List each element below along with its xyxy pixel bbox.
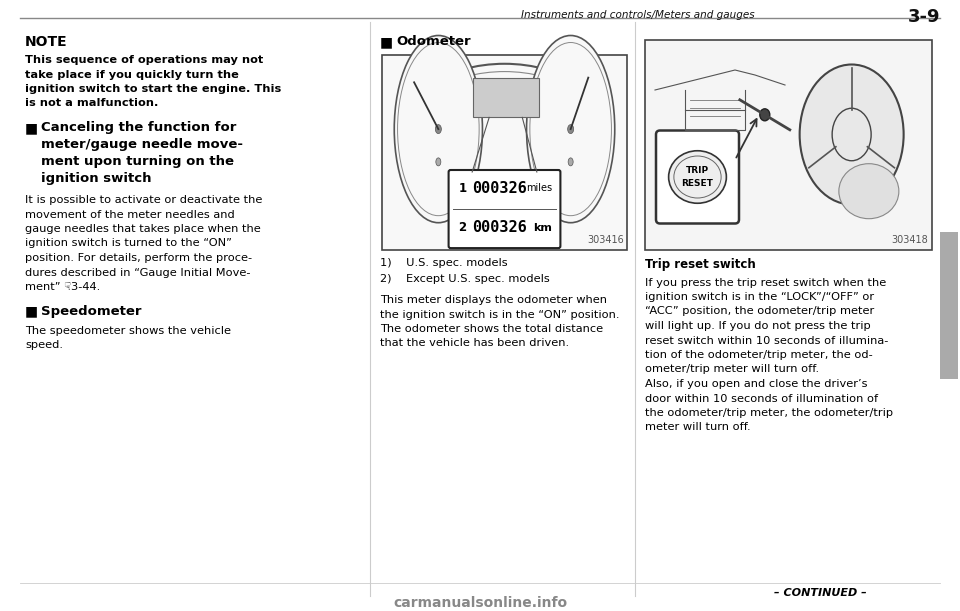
FancyBboxPatch shape	[656, 131, 739, 224]
Text: NOTE: NOTE	[25, 35, 67, 49]
Text: ignition switch is turned to the “ON”: ignition switch is turned to the “ON”	[25, 238, 232, 249]
Ellipse shape	[404, 71, 605, 202]
Text: 2)    Except U.S. spec. models: 2) Except U.S. spec. models	[380, 274, 550, 285]
Text: dures described in “Gauge Initial Move-: dures described in “Gauge Initial Move-	[25, 268, 251, 277]
Text: take place if you quickly turn the: take place if you quickly turn the	[25, 70, 239, 79]
FancyArrowPatch shape	[736, 119, 756, 158]
Text: ■: ■	[25, 121, 38, 135]
Text: movement of the meter needles and: movement of the meter needles and	[25, 210, 235, 219]
Text: ignition switch is in the “LOCK”/“OFF” or: ignition switch is in the “LOCK”/“OFF” o…	[645, 292, 875, 302]
Text: ment upon turning on the: ment upon turning on the	[41, 155, 234, 168]
Text: RESET: RESET	[682, 179, 713, 188]
Ellipse shape	[800, 65, 903, 205]
Text: position. For details, perform the proce-: position. For details, perform the proce…	[25, 253, 252, 263]
Text: Odometer: Odometer	[396, 35, 470, 48]
Ellipse shape	[526, 35, 614, 222]
Text: the ignition switch is in the “ON” position.: the ignition switch is in the “ON” posit…	[380, 310, 619, 320]
Text: ignition switch: ignition switch	[41, 172, 152, 185]
Ellipse shape	[759, 109, 770, 121]
Text: TRIP: TRIP	[686, 166, 709, 175]
Text: speed.: speed.	[25, 340, 63, 350]
Text: ment” ☟3-44.: ment” ☟3-44.	[25, 282, 100, 292]
Text: Also, if you open and close the driver’s: Also, if you open and close the driver’s	[645, 379, 868, 389]
Bar	[382, 55, 627, 250]
Text: Canceling the function for: Canceling the function for	[41, 121, 236, 134]
Text: ometer/trip meter will turn off.: ometer/trip meter will turn off.	[645, 365, 819, 375]
Ellipse shape	[436, 158, 441, 166]
Text: km: km	[534, 222, 552, 233]
Text: 303416: 303416	[588, 235, 624, 245]
Text: ignition switch to start the engine. This: ignition switch to start the engine. Thi…	[25, 84, 281, 94]
Text: 1)    U.S. spec. models: 1) U.S. spec. models	[380, 258, 508, 268]
Text: Trip reset switch: Trip reset switch	[645, 258, 756, 271]
Text: 303418: 303418	[891, 235, 928, 245]
Ellipse shape	[567, 125, 574, 134]
Text: The speedometer shows the vehicle: The speedometer shows the vehicle	[25, 326, 231, 335]
Text: reset switch within 10 seconds of illumina-: reset switch within 10 seconds of illumi…	[645, 335, 888, 345]
Text: door within 10 seconds of illumination of: door within 10 seconds of illumination o…	[645, 393, 878, 403]
Text: tion of the odometer/trip meter, the od-: tion of the odometer/trip meter, the od-	[645, 350, 873, 360]
Text: 1: 1	[459, 182, 467, 195]
Text: 2: 2	[459, 221, 467, 234]
FancyBboxPatch shape	[448, 170, 561, 248]
Text: meter/gauge needle move-: meter/gauge needle move-	[41, 138, 243, 151]
Text: carmanualsonline.info: carmanualsonline.info	[393, 596, 567, 610]
Ellipse shape	[568, 158, 573, 166]
Text: 000326: 000326	[472, 220, 527, 235]
Text: ■: ■	[25, 304, 38, 318]
Text: is not a malfunction.: is not a malfunction.	[25, 98, 158, 109]
Text: meter will turn off.: meter will turn off.	[645, 422, 751, 433]
Text: If you press the trip reset switch when the: If you press the trip reset switch when …	[645, 277, 886, 288]
Text: It is possible to activate or deactivate the: It is possible to activate or deactivate…	[25, 195, 262, 205]
Text: This sequence of operations may not: This sequence of operations may not	[25, 55, 263, 65]
Ellipse shape	[395, 35, 483, 222]
Text: “ACC” position, the odometer/trip meter: “ACC” position, the odometer/trip meter	[645, 307, 875, 316]
Text: This meter displays the odometer when: This meter displays the odometer when	[380, 295, 607, 305]
Ellipse shape	[396, 64, 612, 210]
Text: gauge needles that takes place when the: gauge needles that takes place when the	[25, 224, 261, 234]
Text: ■: ■	[380, 35, 394, 49]
Ellipse shape	[832, 108, 871, 161]
Ellipse shape	[668, 151, 727, 203]
Text: – CONTINUED –: – CONTINUED –	[774, 588, 866, 598]
Text: 000326: 000326	[472, 181, 527, 196]
Text: The odometer shows the total distance: The odometer shows the total distance	[380, 324, 603, 334]
Bar	[940, 232, 958, 379]
Text: Instruments and controls/Meters and gauges: Instruments and controls/Meters and gaug…	[521, 10, 755, 20]
Text: 3-9: 3-9	[907, 8, 940, 26]
Ellipse shape	[435, 125, 442, 134]
Text: miles: miles	[526, 183, 552, 193]
Ellipse shape	[674, 156, 721, 198]
Ellipse shape	[839, 164, 899, 219]
Text: that the vehicle has been driven.: that the vehicle has been driven.	[380, 338, 569, 348]
Text: will light up. If you do not press the trip: will light up. If you do not press the t…	[645, 321, 871, 331]
Ellipse shape	[397, 43, 479, 216]
Text: the odometer/trip meter, the odometer/trip: the odometer/trip meter, the odometer/tr…	[645, 408, 893, 418]
Bar	[645, 40, 932, 250]
Bar	[472, 78, 539, 117]
Text: Speedometer: Speedometer	[41, 304, 141, 318]
Ellipse shape	[530, 43, 612, 216]
